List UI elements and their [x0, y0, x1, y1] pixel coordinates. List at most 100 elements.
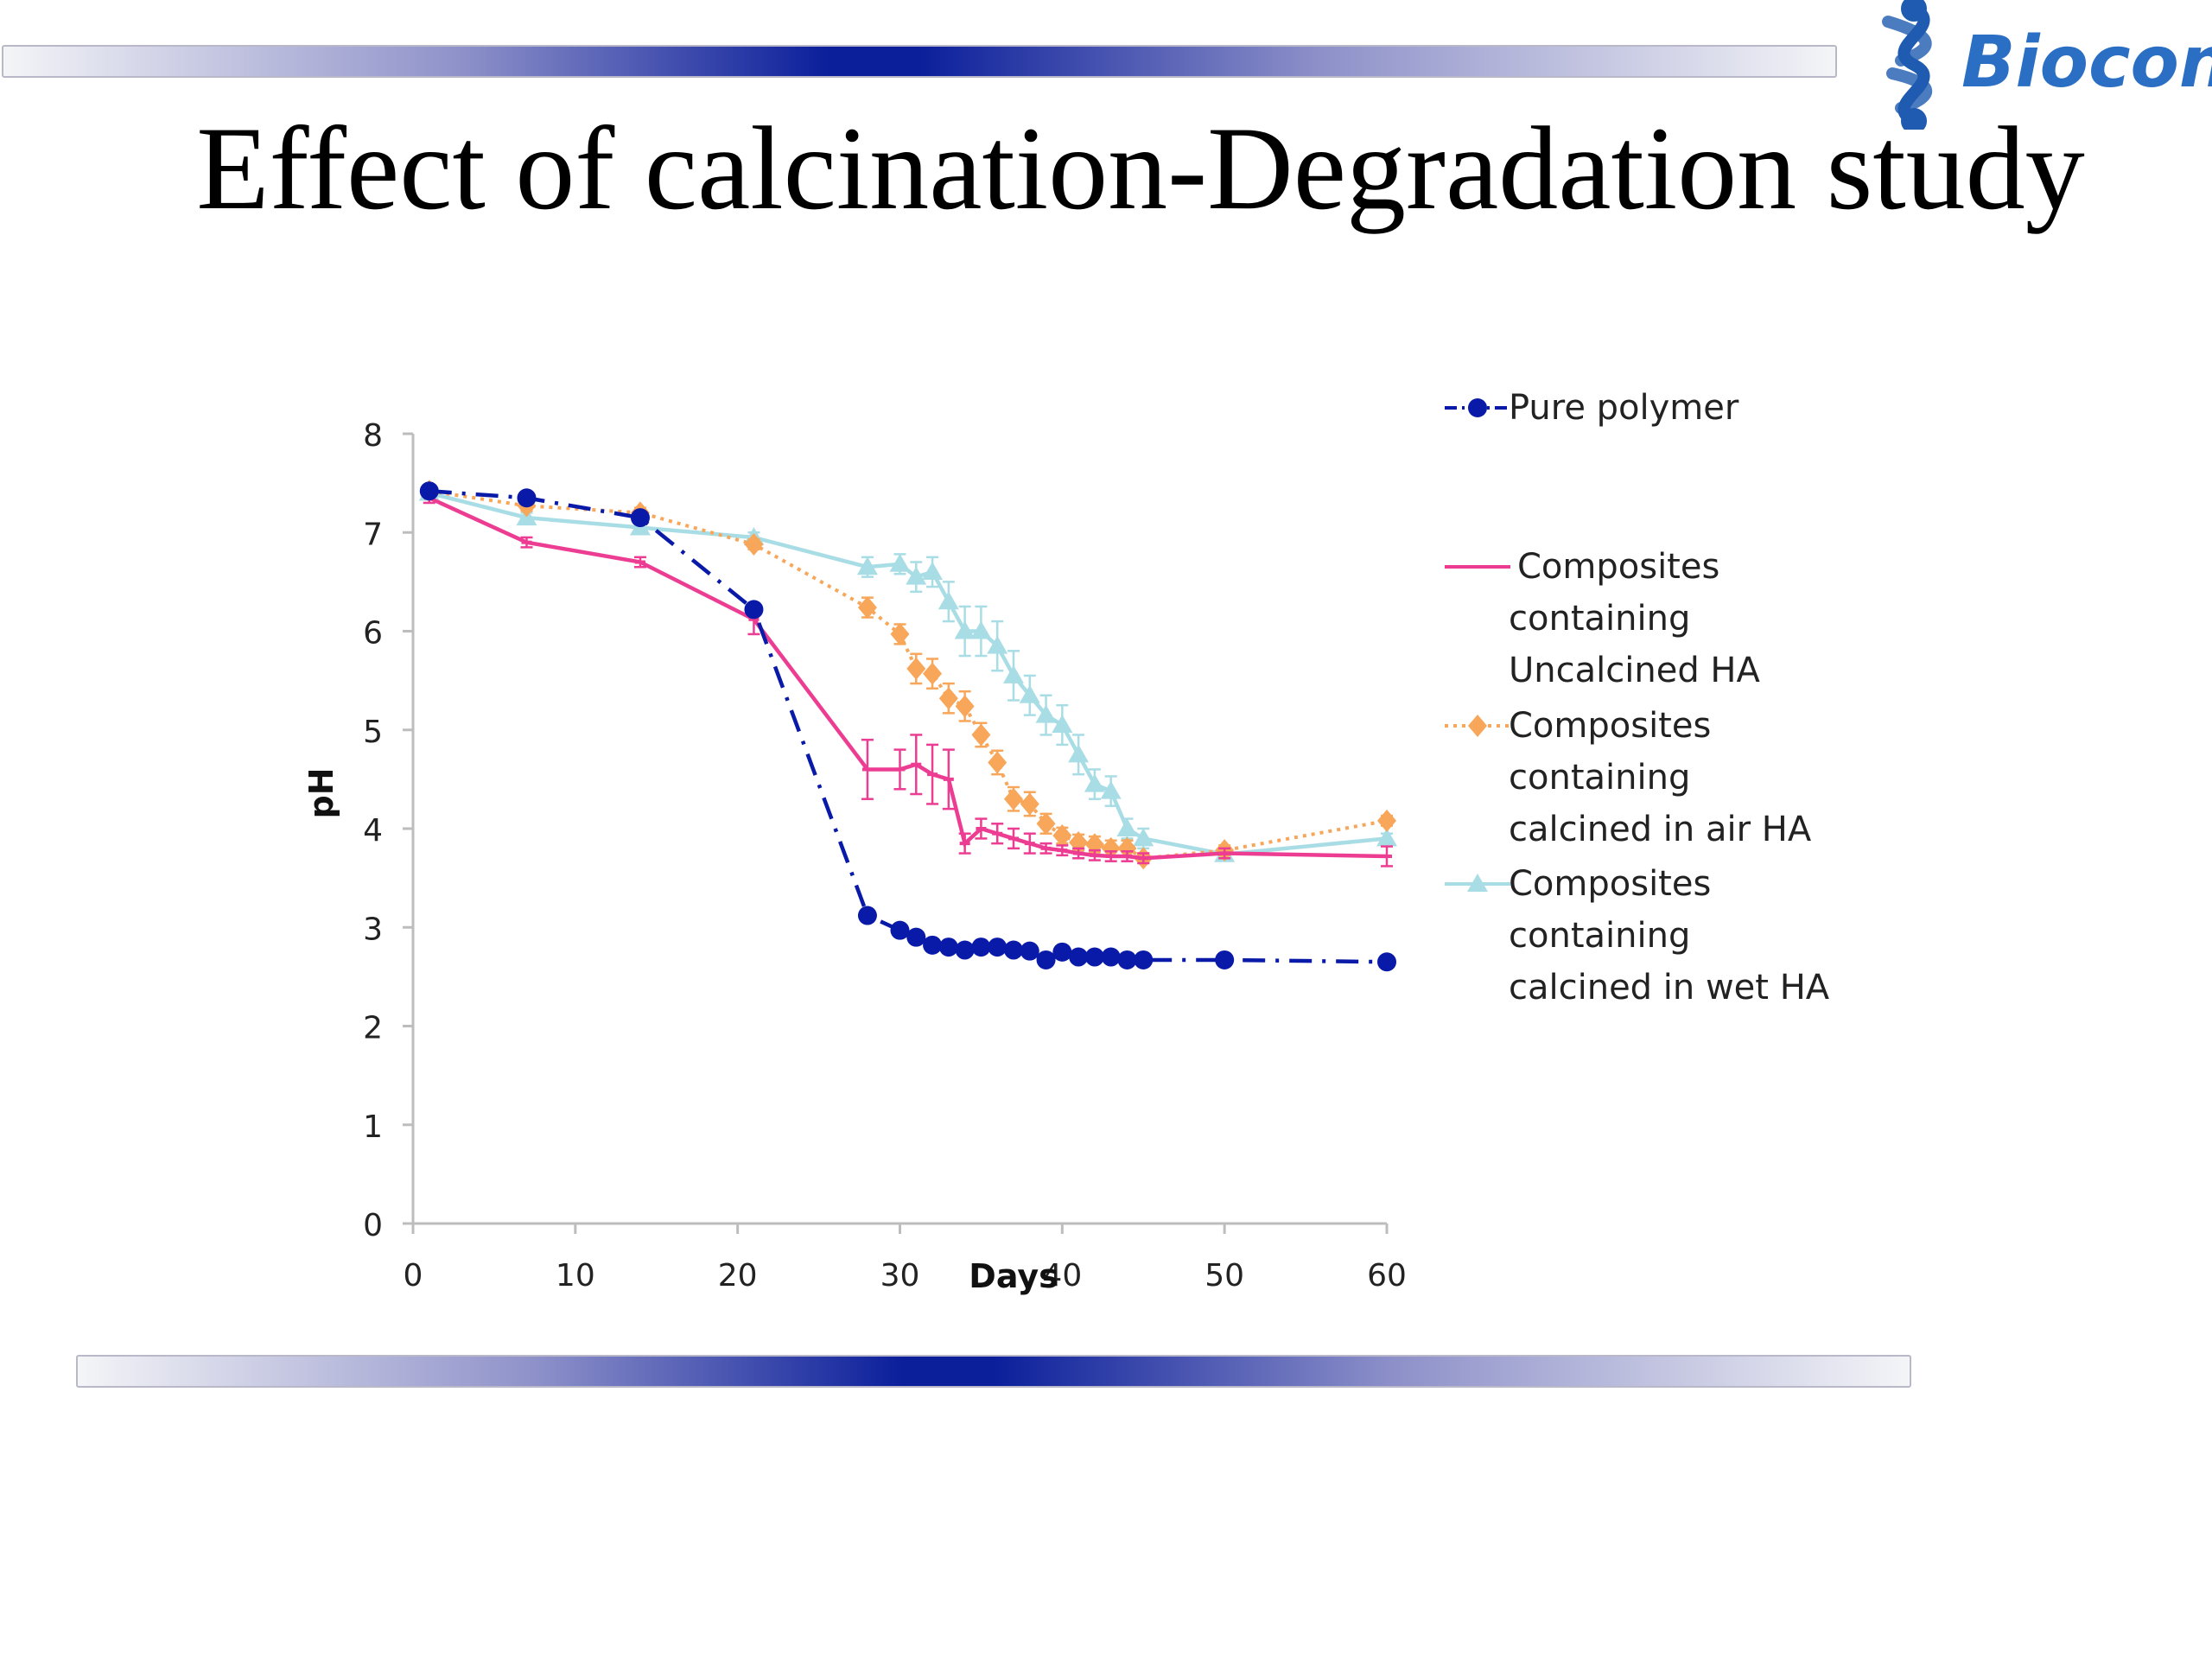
bottom-gradient-band	[76, 1355, 1911, 1388]
legend-swatch-4	[1445, 874, 1510, 892]
data-point	[889, 553, 911, 572]
series-3	[419, 480, 1396, 870]
y-tick-label: 0	[363, 1208, 383, 1243]
data-point	[744, 600, 764, 620]
legend-label-1: Pure polymer	[1509, 388, 1739, 428]
data-point	[906, 657, 926, 680]
data-point	[1100, 780, 1122, 799]
data-point	[1052, 823, 1072, 847]
x-tick-label: 50	[1205, 1258, 1244, 1294]
legend-marker	[1468, 715, 1487, 737]
data-point	[1003, 940, 1023, 960]
legend-label-4: calcined in wet HA	[1509, 968, 1830, 1007]
y-tick-label: 7	[363, 517, 383, 552]
data-point	[744, 532, 764, 556]
data-point	[987, 635, 1008, 654]
data-point	[988, 751, 1007, 774]
data-point	[1084, 947, 1104, 967]
legend-label-4: containing	[1509, 916, 1691, 956]
data-point	[890, 622, 910, 645]
data-point	[922, 561, 944, 580]
legend-label-3: calcined in air HA	[1509, 810, 1812, 849]
legend-label-2: Composites	[1517, 547, 1720, 587]
legend-label-2: Uncalcined HA	[1509, 651, 1760, 690]
x-tick-label: 30	[880, 1258, 920, 1294]
legend-label-4: Composites	[1509, 864, 1712, 904]
data-point	[1215, 950, 1235, 969]
data-point	[1116, 818, 1138, 836]
y-tick-label: 3	[363, 912, 383, 947]
data-point	[1068, 744, 1090, 763]
data-point	[1019, 684, 1040, 703]
data-point	[906, 566, 927, 585]
series-2	[423, 492, 1393, 868]
data-point	[1036, 812, 1056, 836]
data-point	[857, 906, 877, 925]
data-point	[955, 695, 975, 718]
y-tick-label: 2	[363, 1011, 383, 1046]
data-point	[971, 723, 991, 747]
x-tick-label: 10	[556, 1258, 595, 1294]
series-1	[419, 481, 1396, 972]
x-tick-label: 60	[1367, 1258, 1407, 1294]
data-point	[890, 920, 910, 940]
biocon-logo: Biocon	[1882, 0, 2212, 130]
chart-axes: 0 1 2 3 4 5 6 7 8 0 10 20 30 40 50 60	[363, 418, 1407, 1294]
data-point	[1052, 715, 1073, 734]
top-gradient-band	[2, 45, 1837, 78]
x-tick-label: 0	[404, 1258, 423, 1294]
series-line	[429, 491, 1388, 856]
data-point	[1117, 950, 1137, 969]
data-point	[856, 556, 878, 575]
data-point	[1069, 947, 1089, 967]
chart-series	[418, 480, 1397, 972]
legend-marker	[1468, 398, 1487, 417]
y-tick-label: 1	[363, 1109, 383, 1145]
legend-label-3: containing	[1509, 758, 1691, 798]
data-point	[1133, 828, 1154, 847]
dna-helix-icon	[1882, 0, 1932, 130]
data-point	[1377, 952, 1396, 972]
legend-marker	[1467, 874, 1488, 892]
legend-label-2: containing	[1509, 599, 1691, 639]
data-point	[419, 481, 439, 501]
data-point	[517, 488, 537, 508]
data-point	[988, 938, 1007, 957]
data-point	[1020, 792, 1039, 816]
y-tick-label: 8	[363, 418, 383, 454]
y-tick-label: 6	[363, 616, 383, 652]
data-point	[1020, 941, 1039, 961]
data-point	[1134, 950, 1154, 969]
data-point	[955, 940, 975, 960]
data-point	[923, 935, 943, 955]
data-point	[1084, 773, 1105, 792]
legend-swatch-3	[1445, 715, 1510, 737]
legend-label-3: Composites	[1509, 706, 1712, 746]
data-point	[906, 927, 926, 947]
slide-title: Effect of calcination-Degradation study	[196, 102, 2085, 234]
x-tick-label: 20	[718, 1258, 758, 1294]
y-tick-label: 5	[363, 715, 383, 750]
data-point	[1003, 787, 1023, 810]
x-axis-label: Days	[969, 1257, 1058, 1295]
data-point	[954, 620, 976, 639]
data-point	[1052, 942, 1072, 962]
data-point	[1036, 950, 1056, 969]
series-4	[418, 482, 1397, 862]
data-point	[971, 938, 991, 957]
data-point	[938, 591, 959, 610]
legend-swatch-1	[1445, 398, 1510, 417]
y-tick-label: 4	[363, 813, 383, 849]
data-point	[1101, 947, 1121, 967]
data-point	[1376, 828, 1397, 847]
data-point	[1117, 836, 1137, 860]
series-line	[429, 489, 1388, 861]
data-point	[923, 662, 943, 685]
series-line	[428, 496, 1388, 861]
data-point	[938, 687, 958, 710]
logo-wordmark: Biocon	[1961, 22, 2212, 104]
data-point	[857, 596, 877, 620]
data-point	[970, 620, 992, 639]
y-axis-label: pH	[302, 767, 340, 818]
